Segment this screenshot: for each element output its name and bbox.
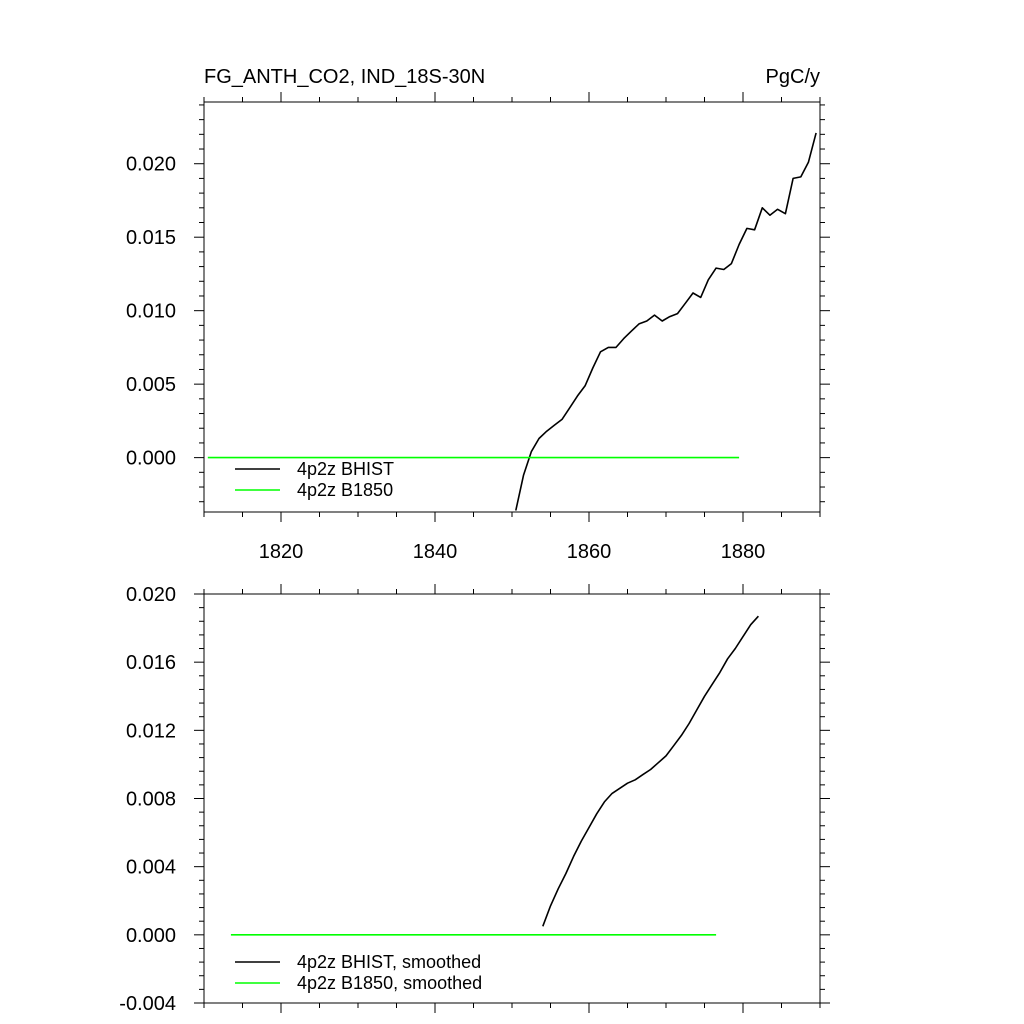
x-tick-label: 1880 <box>721 541 766 563</box>
y-tick-label: 0.005 <box>126 374 176 396</box>
top-panel-ticks <box>194 92 830 522</box>
y-tick-label: 0.010 <box>126 301 176 323</box>
top-panel-y-tick-labels: 0.000 0.005 0.010 0.015 0.020 <box>126 154 176 470</box>
top-panel-legend: 4p2z BHIST 4p2z B1850 <box>235 459 394 500</box>
x-tick-label: 1840 <box>413 541 458 563</box>
bottom-panel: -0.004 0.000 0.004 0.008 0.012 0.016 0.020 4p2… <box>119 584 830 1015</box>
legend-label-b1850-smoothed: 4p2z B1850, smoothed <box>297 973 482 993</box>
y-tick-label: 0.020 <box>126 584 176 606</box>
top-panel-title: FG_ANTH_CO2, IND_18S-30N <box>204 66 485 88</box>
top-panel-units: PgC/y <box>766 66 820 88</box>
top-panel: FG_ANTH_CO2, IND_18S-30N PgC/y 1820 1840 1… <box>126 66 830 563</box>
legend-label-bhist-smoothed: 4p2z BHIST, smoothed <box>297 952 481 972</box>
y-tick-label: 0.000 <box>126 448 176 470</box>
y-tick-label: -0.004 <box>119 993 176 1015</box>
y-tick-label: 0.020 <box>126 154 176 176</box>
legend-label-bhist: 4p2z BHIST <box>297 459 394 479</box>
y-tick-label: 0.008 <box>126 789 176 811</box>
top-panel-frame <box>203 101 821 513</box>
bottom-panel-frame <box>203 593 821 1004</box>
bottom-panel-legend: 4p2z BHIST, smoothed 4p2z B1850, smoothe… <box>235 952 482 993</box>
y-tick-label: 0.000 <box>126 925 176 947</box>
x-tick-label: 1860 <box>567 541 612 563</box>
series-line-0 <box>542 615 759 927</box>
top-panel-x-tick-labels: 1820 1840 1860 1880 <box>259 541 766 563</box>
y-tick-label: 0.004 <box>126 857 176 879</box>
top-panel-series <box>207 132 817 511</box>
series-line-0 <box>515 132 817 511</box>
y-tick-label: 0.015 <box>126 227 176 249</box>
bottom-panel-y-tick-labels: -0.004 0.000 0.004 0.008 0.012 0.016 0.020 <box>119 584 176 1015</box>
bottom-panel-ticks <box>194 584 830 1013</box>
legend-label-b1850: 4p2z B1850 <box>297 480 393 500</box>
y-tick-label: 0.016 <box>126 652 176 674</box>
y-tick-label: 0.012 <box>126 720 176 742</box>
x-tick-label: 1820 <box>259 541 304 563</box>
bottom-panel-series <box>230 615 759 936</box>
